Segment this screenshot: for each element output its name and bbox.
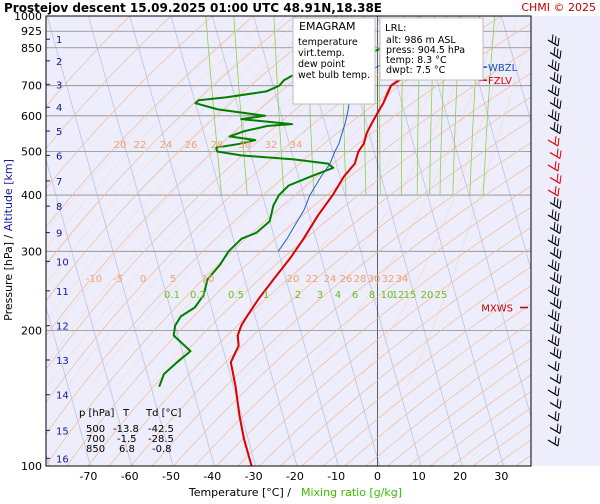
dry-adiabat-label: 24	[160, 140, 173, 151]
dry-adiabat-label-low: -5	[113, 274, 123, 285]
temperature-tick-label: -30	[245, 470, 263, 483]
pressure-tick-label: 300	[21, 245, 42, 258]
mixing-ratio-label: 25	[435, 290, 448, 301]
temperature-tick-label: -50	[162, 470, 180, 483]
altitude-label: 5	[56, 127, 62, 138]
legend-dew-point: dew point	[298, 59, 345, 70]
altitude-label: 12	[56, 322, 69, 333]
dry-adiabat-label: 34	[290, 140, 303, 151]
table-row-850-t: 6.8	[119, 444, 135, 455]
mixing-ratio-label: 0.2	[190, 290, 206, 301]
mixing-ratio-label: 8	[369, 290, 375, 301]
dry-adiabat-label-low: -10	[86, 274, 102, 285]
x-axis-title-mix: Mixing ratio [g/kg]	[301, 486, 402, 499]
altitude-label: 8	[56, 202, 62, 213]
pressure-tick-label: 500	[21, 145, 42, 158]
y-axis-title: Pressure [hPa] / Altitude [km]	[2, 159, 15, 321]
table-header-td: Td [°C]	[145, 408, 182, 419]
altitude-label: 2	[56, 57, 62, 68]
dry-adiabat-label-low: 10	[202, 274, 215, 285]
mixing-ratio-label: 0.1	[164, 290, 180, 301]
dry-adiabat-label-low: 32	[382, 274, 395, 285]
dry-adiabat-label-low: 20	[287, 274, 300, 285]
legend-temperature: temperature	[298, 37, 358, 48]
plot-background	[46, 16, 531, 466]
mixing-ratio-label: 6	[352, 290, 358, 301]
table-row-850-td: -0.8	[152, 444, 172, 455]
dry-adiabat-label-low: 5	[170, 274, 176, 285]
altitude-label: 1	[56, 35, 62, 46]
altitude-label: 6	[56, 151, 62, 162]
table-header-t: T	[122, 408, 130, 419]
legend-title: EMAGRAM	[299, 20, 356, 33]
altitude-label: 7	[56, 177, 62, 188]
temperature-tick-label: 30	[494, 470, 508, 483]
x-axis-title: Temperature [°C] / Mixing ratio [g/kg]	[188, 486, 402, 499]
mixing-ratio-label: 4	[335, 290, 341, 301]
mixing-ratio-label: 2	[295, 290, 301, 301]
pressure-tick-label: 850	[21, 42, 42, 55]
temperature-tick-label: 10	[412, 470, 426, 483]
level-marker-label: WBZL	[488, 63, 518, 74]
temperature-tick-label: -10	[327, 470, 345, 483]
temperature-tick-label: -60	[121, 470, 139, 483]
dry-adiabat-label-low: 24	[324, 274, 337, 285]
lrl-box: LRL: alt: 986 m ASL press: 904.5 hPa tem…	[380, 18, 483, 80]
altitude-label: 14	[56, 391, 69, 402]
altitude-label: 10	[56, 257, 69, 268]
altitude-label: 3	[56, 80, 62, 91]
lrl-dewpoint: dwpt: 7.5 °C	[386, 65, 446, 76]
y-axis-title-text: Pressure [hPa] / Altitude [km]	[2, 159, 15, 321]
level-marker-label: FZLV	[488, 76, 512, 87]
dry-adiabat-label-low: 0	[140, 274, 146, 285]
mixing-ratio-label: 15	[404, 290, 417, 301]
pressure-tick-label: 100	[21, 460, 42, 473]
temperature-tick-label: -40	[203, 470, 221, 483]
mixing-ratio-label: 1	[263, 290, 269, 301]
temperature-tick-label: 20	[453, 470, 467, 483]
altitude-label: 9	[56, 229, 62, 240]
chart-header: Prostejov descent 15.09.2025 01:00 UTC 4…	[4, 1, 382, 15]
dry-adiabat-label-low: 22	[306, 274, 319, 285]
altitude-label: 16	[56, 454, 69, 465]
pressure-tick-label: 400	[21, 189, 42, 202]
temperature-tick-label: 0	[374, 470, 381, 483]
pressure-tick-label: 600	[21, 110, 42, 123]
level-marker-label: MXWS	[481, 304, 513, 315]
legend-box: EMAGRAM temperature virt.temp. dew point…	[293, 18, 375, 104]
altitude-label: 13	[56, 356, 69, 367]
mixing-ratio-label: 20	[421, 290, 434, 301]
mixing-ratio-label: 0.5	[228, 290, 244, 301]
dry-adiabat-label-low: 26	[340, 274, 353, 285]
pressure-tick-label: 200	[21, 325, 42, 338]
wind-panel-background	[531, 16, 600, 466]
temperature-tick-label: -20	[286, 470, 304, 483]
dry-adiabat-label-low: 34	[396, 274, 409, 285]
altitude-label: 15	[56, 426, 69, 437]
table-row-850-p: 850	[86, 444, 105, 455]
copyright-text: CHMI © 2025	[521, 1, 596, 14]
dry-adiabat-label-low: 30	[368, 274, 381, 285]
altitude-label: 11	[56, 287, 69, 298]
mixing-ratio-label: 3	[317, 290, 323, 301]
pressure-tick-label: 700	[21, 80, 42, 93]
dry-adiabat-label-low: 28	[354, 274, 367, 285]
lrl-title: LRL:	[385, 23, 406, 34]
dry-adiabat-label: 20	[114, 140, 127, 151]
dry-adiabat-label: 32	[265, 140, 278, 151]
table-header-p: p [hPa]	[79, 408, 114, 419]
altitude-label: 4	[56, 103, 62, 114]
dry-adiabat-label: 22	[134, 140, 147, 151]
legend-wet-bulb: wet bulb temp.	[298, 70, 370, 81]
dry-adiabat-label: 28	[211, 140, 224, 151]
pressure-tick-label: 925	[21, 25, 42, 38]
legend-virt-temp: virt.temp.	[298, 48, 345, 59]
dry-adiabat-label: 30	[239, 140, 252, 151]
temperature-tick-label: -70	[79, 470, 97, 483]
mixing-ratio-label: 12	[392, 290, 405, 301]
x-axis-title-temp: Temperature [°C] /	[188, 486, 291, 499]
dry-adiabat-label: 26	[185, 140, 198, 151]
